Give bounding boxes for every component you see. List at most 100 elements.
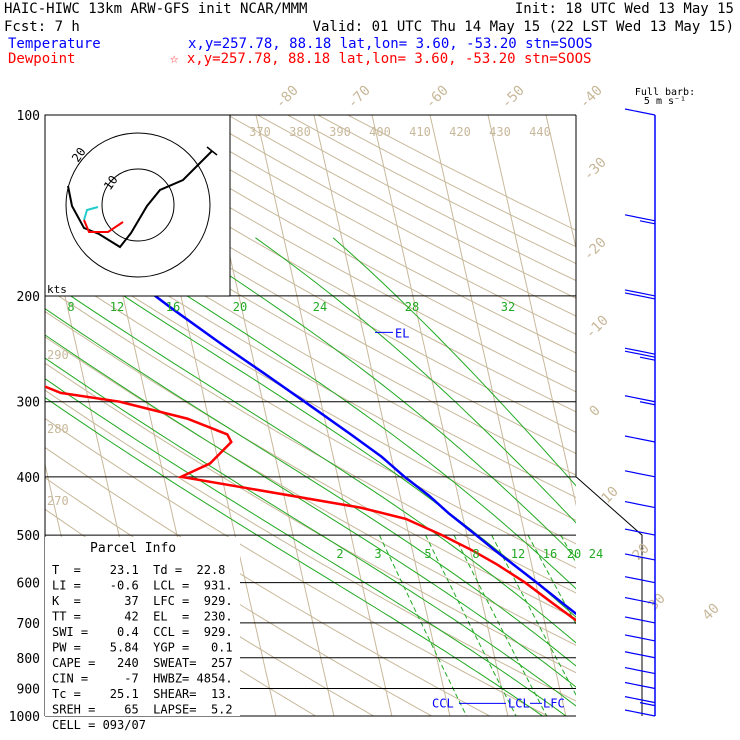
parcel-info-box: Parcel Info T = 23.1 Td = 22.8 LI = -0.6 … <box>45 537 240 732</box>
dry-adiabat-line <box>45 216 576 521</box>
theta-label-top: 410 <box>409 125 431 139</box>
dry-adiabat-line <box>45 336 576 646</box>
hodograph-ring-inner-label: 10 <box>101 173 121 193</box>
mixing-ratio-line <box>453 534 548 716</box>
hodograph: 10 20 kts <box>44 114 231 297</box>
isotherm-label-top: -60 <box>423 83 452 112</box>
isotherm-label-right: -30 <box>581 155 610 184</box>
isotherm-line <box>720 115 740 716</box>
pressure-tick-label: 700 <box>17 617 40 632</box>
mixing-ratio-line <box>425 534 517 716</box>
dry-adiabat-line <box>45 239 576 545</box>
parcel-info-frame <box>45 537 240 716</box>
wind-barb-flag <box>624 696 656 704</box>
legend-dewpoint-label: Dewpoint <box>8 51 75 67</box>
isotherm-line <box>255 115 393 716</box>
lfc-marker-label: LFC <box>543 696 565 710</box>
isotherm-label-right: -20 <box>581 235 610 264</box>
mixing-ratio-line <box>620 535 727 716</box>
mixing-ratio-line <box>560 534 576 564</box>
barb-legend-unit: 5 m s⁻¹ <box>644 96 686 107</box>
dewpoint-profile <box>45 385 576 622</box>
isotherm-label-top: -70 <box>345 83 374 112</box>
hodograph-trace <box>67 150 213 249</box>
parcel-info-row: SWI = 0.4 CCL = 929. <box>52 625 233 639</box>
moist-adiabat-label: 8 <box>67 300 74 314</box>
header-forecast: Fcst: 7 h <box>4 19 80 35</box>
dry-adiabat-line <box>45 194 576 499</box>
hodograph-ring-inner <box>101 168 175 242</box>
legend-temperature-info: x,y=257.78, 88.18 lat,lon= 3.60, -53.20 … <box>188 36 593 52</box>
mixing-ratio-line <box>585 535 689 716</box>
mixing-ratio-label: 20 <box>567 547 581 561</box>
pressure-tick-label: 400 <box>17 471 40 486</box>
moist-adiabat-label: 24 <box>313 300 327 314</box>
plot-right-border-lower <box>575 476 643 716</box>
hodograph-units: kts <box>47 283 67 296</box>
wind-barb-flag <box>624 666 656 675</box>
dry-adiabat-line <box>45 173 576 476</box>
parcel-info-title: Parcel Info <box>90 541 176 556</box>
legend-temperature-label: Temperature <box>8 36 101 52</box>
wind-barb-flag <box>624 634 656 642</box>
legend-dewpoint-info: ☆ x,y=257.78, 88.18 lat,lon= 3.60, -53.2… <box>170 51 591 67</box>
mixing-ratio-line <box>378 534 467 716</box>
isotherm-line <box>662 115 740 716</box>
isotherm-label-top: -80 <box>273 83 302 112</box>
wind-barb-flag <box>624 500 656 509</box>
isotherm-line <box>604 115 740 716</box>
isotherm-line <box>313 115 451 716</box>
wind-barb-flag <box>624 350 656 358</box>
parcel-info-row: CIN = -7 HWBZ= 4854. <box>52 672 233 686</box>
isotherm-label-right: -10 <box>583 313 612 342</box>
isotherm-line <box>545 115 576 251</box>
parcel-info-row: PW = 5.84 YGP = 0.1 <box>52 641 233 655</box>
parcel-info-row: K = 37 LFC = 929. <box>52 594 233 608</box>
theta-label-top: 400 <box>369 125 391 139</box>
parcel-info-row: TT = 42 EL = 230. <box>52 610 233 624</box>
isotherm-label-right: 0 <box>587 403 604 420</box>
isotherm-line <box>139 115 277 716</box>
pressure-tick-label: 200 <box>17 290 40 305</box>
parcel-info-row: Tc = 25.1 SHEAR= 13. <box>52 687 233 701</box>
lcl-marker-label: LCL <box>508 696 530 710</box>
mixing-ratio-line <box>604 535 709 716</box>
wind-barb-flag <box>624 576 656 584</box>
pressure-tick-label: 800 <box>17 652 40 667</box>
dry-adiabat-line <box>45 132 576 433</box>
theta-label-left: 280 <box>47 422 69 436</box>
isotherm-label-right: 20 <box>630 541 653 564</box>
moist-adiabat-label: 12 <box>110 300 124 314</box>
isotherm-line <box>197 115 335 716</box>
pressure-tick-label: 1000 <box>9 710 40 725</box>
hodograph-trace-tip <box>206 146 218 156</box>
pressure-tick-label: 100 <box>17 109 40 124</box>
wind-barb-flag <box>624 292 656 300</box>
isotherm-line <box>371 115 509 716</box>
dry-adiabat-line <box>45 389 576 702</box>
theta-label-top: 380 <box>289 125 311 139</box>
moist-adiabat-label: 28 <box>405 300 419 314</box>
parcel-info-row: CELL = 093/07 <box>52 718 146 732</box>
dry-adiabat-line <box>347 115 576 231</box>
wind-barb-flag <box>624 108 656 116</box>
wind-barb-column <box>624 108 656 717</box>
wind-barb-flag <box>624 528 656 536</box>
wind-barb-flag <box>624 681 656 690</box>
parcel-info-row: LI = -0.6 LCL = 931. <box>52 579 233 593</box>
theta-label-top: 430 <box>489 125 511 139</box>
theta-label-top: 420 <box>449 125 471 139</box>
pressure-tick-label: 300 <box>17 396 40 411</box>
barb-legend-title: Full barb: <box>635 87 695 98</box>
wind-barb-flag <box>624 214 656 222</box>
wind-barb-flag <box>624 395 656 403</box>
theta-label-top: 390 <box>329 125 351 139</box>
dry-adiabat-line <box>227 115 576 299</box>
mixing-ratio-label: 8 <box>472 547 479 561</box>
dry-adiabat-line <box>45 362 576 674</box>
pressure-tick-label: 500 <box>17 529 40 544</box>
hodograph-ring-outer <box>65 132 211 278</box>
mixing-ratio-label: 3 <box>374 547 381 561</box>
wind-barb-flag <box>624 651 656 659</box>
dry-adiabat-line <box>45 417 548 716</box>
